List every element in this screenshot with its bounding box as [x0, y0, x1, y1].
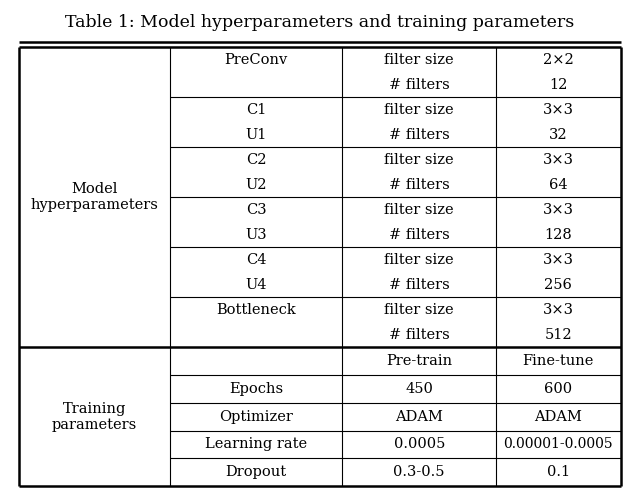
- Text: 3×3: 3×3: [543, 203, 574, 217]
- Text: PreConv: PreConv: [225, 53, 287, 66]
- Text: 2×2: 2×2: [543, 53, 574, 66]
- Text: 0.1: 0.1: [547, 465, 570, 479]
- Text: 128: 128: [545, 228, 572, 242]
- Text: 32: 32: [549, 127, 568, 142]
- Text: filter size: filter size: [385, 153, 454, 167]
- Text: Optimizer: Optimizer: [219, 410, 293, 424]
- Text: ADAM: ADAM: [396, 410, 443, 424]
- Text: 512: 512: [545, 328, 572, 342]
- Text: 0.00001-0.0005: 0.00001-0.0005: [504, 437, 613, 451]
- Text: 450: 450: [405, 382, 433, 396]
- Text: Training
parameters: Training parameters: [52, 402, 137, 432]
- Text: filter size: filter size: [385, 303, 454, 316]
- Text: # filters: # filters: [389, 178, 449, 191]
- Text: C3: C3: [246, 203, 266, 217]
- Text: 12: 12: [549, 78, 568, 92]
- Text: Table 1: Model hyperparameters and training parameters: Table 1: Model hyperparameters and train…: [65, 14, 575, 31]
- Text: 64: 64: [549, 178, 568, 191]
- Text: # filters: # filters: [389, 127, 449, 142]
- Text: C2: C2: [246, 153, 266, 167]
- Text: filter size: filter size: [385, 252, 454, 267]
- Text: # filters: # filters: [389, 78, 449, 92]
- Text: Bottleneck: Bottleneck: [216, 303, 296, 316]
- Text: filter size: filter size: [385, 103, 454, 117]
- Text: 3×3: 3×3: [543, 103, 574, 117]
- Text: Pre-train: Pre-train: [386, 354, 452, 368]
- Text: Fine-tune: Fine-tune: [523, 354, 594, 368]
- Text: filter size: filter size: [385, 53, 454, 66]
- Text: U4: U4: [245, 278, 267, 292]
- Text: U3: U3: [245, 228, 267, 242]
- Text: ADAM: ADAM: [534, 410, 582, 424]
- Text: # filters: # filters: [389, 278, 449, 292]
- Text: Learning rate: Learning rate: [205, 437, 307, 451]
- Text: 0.0005: 0.0005: [394, 437, 445, 451]
- Text: 0.3-0.5: 0.3-0.5: [394, 465, 445, 479]
- Text: 256: 256: [545, 278, 572, 292]
- Text: Dropout: Dropout: [225, 465, 287, 479]
- Text: 600: 600: [545, 382, 572, 396]
- Text: U2: U2: [245, 178, 267, 191]
- Text: C1: C1: [246, 103, 266, 117]
- Text: U1: U1: [245, 127, 267, 142]
- Text: Model
hyperparameters: Model hyperparameters: [31, 182, 158, 212]
- Text: 3×3: 3×3: [543, 153, 574, 167]
- Text: C4: C4: [246, 252, 266, 267]
- Text: # filters: # filters: [389, 328, 449, 342]
- Text: 3×3: 3×3: [543, 252, 574, 267]
- Text: # filters: # filters: [389, 228, 449, 242]
- Text: Epochs: Epochs: [229, 382, 283, 396]
- Text: filter size: filter size: [385, 203, 454, 217]
- Text: 3×3: 3×3: [543, 303, 574, 316]
